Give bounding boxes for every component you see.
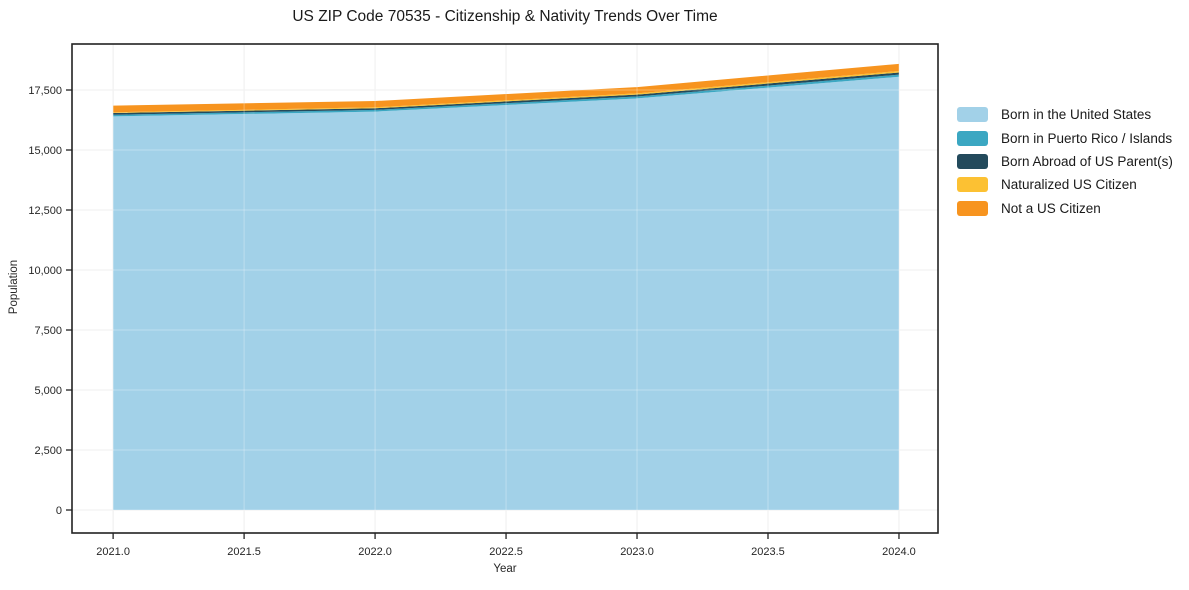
area-born-in-the-united-states bbox=[113, 76, 899, 511]
y-tick-label: 5,000 bbox=[34, 385, 62, 397]
x-tick-label: 2022.0 bbox=[358, 546, 392, 558]
legend-item-naturalized-us-citizen: Naturalized US Citizen bbox=[957, 173, 1173, 196]
legend-label: Born Abroad of US Parent(s) bbox=[1001, 153, 1173, 169]
legend-item-not-a-us-citizen: Not a US Citizen bbox=[957, 197, 1173, 220]
legend-swatch bbox=[957, 177, 988, 193]
legend-label: Born in Puerto Rico / Islands bbox=[1001, 130, 1173, 146]
legend-swatch bbox=[957, 153, 988, 169]
legend-item-born-abroad-of-us-parent-s: Born Abroad of US Parent(s) bbox=[957, 150, 1173, 173]
legend-item-born-in-the-united-states: Born in the United States bbox=[957, 103, 1173, 126]
x-tick-label: 2021.5 bbox=[227, 546, 261, 558]
legend-label: Born in the United States bbox=[1001, 107, 1152, 123]
y-tick-label: 15,000 bbox=[28, 145, 62, 157]
legend-item-born-in-puerto-rico-islands: Born in Puerto Rico / Islands bbox=[957, 126, 1173, 149]
legend-swatch bbox=[957, 107, 988, 123]
y-axis-label: Population bbox=[8, 259, 20, 315]
legend-label: Naturalized US Citizen bbox=[1001, 177, 1137, 193]
y-tick-label: 12,500 bbox=[28, 205, 62, 217]
y-tick-label: 17,500 bbox=[28, 85, 62, 97]
legend-label: Not a US Citizen bbox=[1001, 200, 1101, 216]
chart-title: US ZIP Code 70535 - Citizenship & Nativi… bbox=[292, 8, 718, 25]
x-tick-label: 2023.5 bbox=[751, 546, 785, 558]
y-tick-label: 7,500 bbox=[34, 325, 62, 337]
y-tick-label: 10,000 bbox=[28, 265, 62, 277]
legend-swatch bbox=[957, 200, 988, 216]
plot-border bbox=[71, 43, 939, 534]
y-tick-label: 2,500 bbox=[34, 445, 62, 457]
x-tick-label: 2023.0 bbox=[620, 546, 654, 558]
area-not-a-us-citizen bbox=[113, 63, 899, 113]
y-tick-label: 0 bbox=[56, 505, 62, 517]
x-axis-label: Year bbox=[493, 563, 517, 575]
x-tick-label: 2022.5 bbox=[489, 546, 523, 558]
x-tick-label: 2024.0 bbox=[882, 546, 916, 558]
legend: Born in the United States Born in Puerto … bbox=[957, 103, 1173, 220]
x-tick-label: 2021.0 bbox=[96, 546, 130, 558]
legend-swatch bbox=[957, 130, 988, 146]
